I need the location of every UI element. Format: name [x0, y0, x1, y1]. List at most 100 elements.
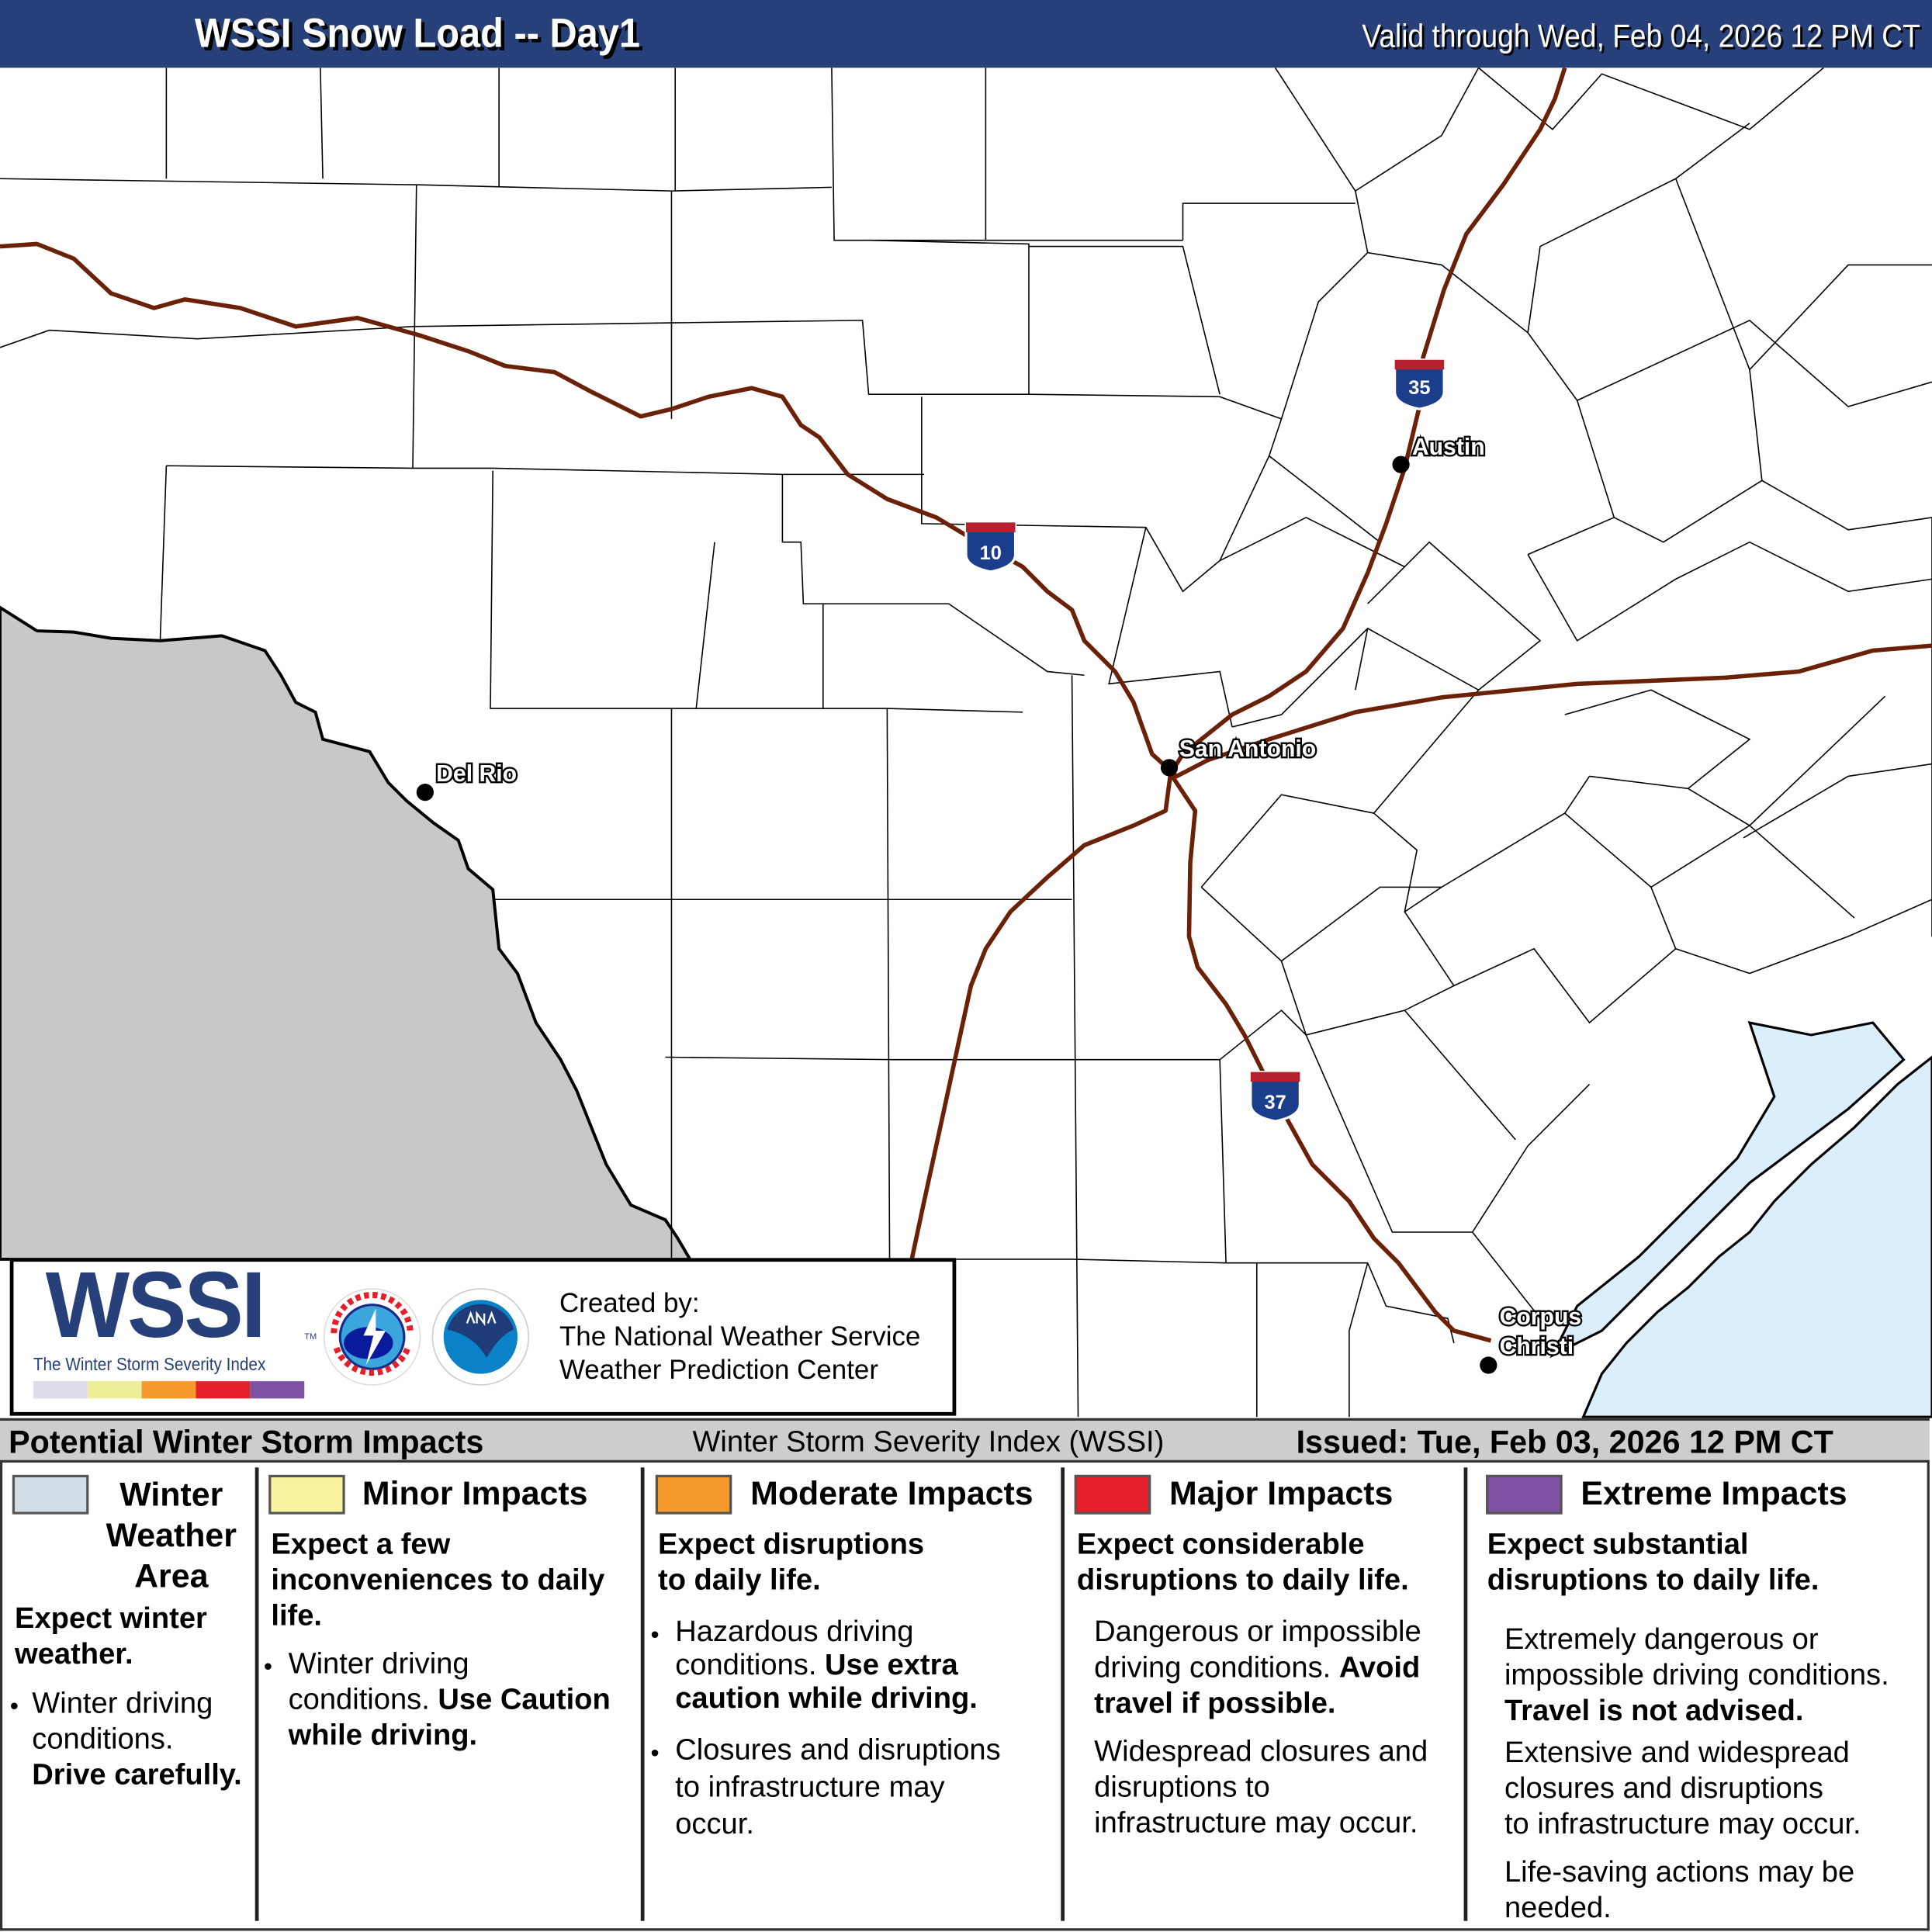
header: WSSI Snow Load -- Day1 Valid through Wed…	[0, 0, 1932, 68]
highway-shields: 35 10 37	[964, 358, 1446, 1123]
detail-line: while driving.	[288, 1719, 478, 1753]
summary-line: Expect considerable	[1076, 1528, 1365, 1562]
category-summary: Expect considerable disruptions to daily…	[1077, 1527, 1409, 1598]
detail-line: caution while driving.	[675, 1681, 978, 1716]
category-summary: Expect disruptions to daily life.	[658, 1527, 924, 1598]
detail-text: driving conditions.	[1094, 1650, 1339, 1684]
logo-box: WSSI TM The Winter Storm Severity Index …	[9, 1253, 957, 1416]
swatch-moderate	[655, 1474, 732, 1515]
ramp-swatch	[250, 1381, 305, 1399]
credits: Created by: The National Weather Service…	[559, 1286, 920, 1387]
detail-line: Hazardous driving	[675, 1615, 914, 1649]
category-title: Major Impacts	[1169, 1474, 1394, 1512]
category-summary: Expect winter weather.	[15, 1601, 207, 1672]
wssi-logo: WSSI	[45, 1253, 266, 1358]
swatch-extreme	[1486, 1474, 1563, 1515]
ramp-swatch	[141, 1381, 196, 1399]
detail-line: travel if possible.	[1094, 1686, 1336, 1720]
legend-heading: Potential Winter Storm Impacts	[9, 1423, 484, 1460]
city-label: Corpus	[1500, 1304, 1582, 1330]
detail-line: to infrastructure may	[675, 1770, 945, 1804]
detail-line: conditions.	[32, 1723, 174, 1756]
legend-major: Major Impacts Expect considerable disrup…	[1069, 1463, 1463, 1923]
summary-line: disruptions to daily life.	[1487, 1563, 1819, 1598]
city-label: Del Rio	[436, 761, 517, 787]
color-ramp	[33, 1381, 305, 1399]
detail-line: needed.	[1504, 1891, 1612, 1925]
ramp-swatch	[196, 1381, 251, 1399]
category-detail: Winter driving conditions. Use Caution w…	[289, 1646, 611, 1754]
summary-line: Expect a few	[271, 1528, 451, 1562]
column-divider	[254, 1467, 259, 1921]
category-detail: Winter driving conditions. Drive careful…	[32, 1685, 241, 1792]
category-detail: Extremely dangerous or impossible drivin…	[1504, 1622, 1889, 1729]
detail-line: Winter driving	[288, 1647, 469, 1681]
gulf-water	[1581, 1055, 1932, 1418]
category-detail: Life-saving actions may be needed.	[1504, 1854, 1854, 1926]
detail-emphasis: Avoid	[1338, 1650, 1421, 1684]
noaa-logo-icon	[431, 1288, 530, 1386]
wssi-subtitle: The Winter Storm Severity Index	[33, 1355, 266, 1376]
category-summary: Expect a few inconveniences to daily lif…	[271, 1527, 604, 1634]
title-line: Winter	[119, 1476, 223, 1514]
title-line: Weather	[106, 1516, 237, 1554]
column-divider	[1061, 1467, 1065, 1921]
city-marker	[1160, 759, 1179, 777]
bullet: •	[263, 1653, 272, 1681]
credit-nws: The National Weather Service	[559, 1321, 921, 1352]
detail-line: to infrastructure may occur.	[1504, 1807, 1861, 1841]
category-title: Minor Impacts	[362, 1474, 588, 1512]
map: 35 10 37 Del Rio San Antonio Austin Corp…	[0, 68, 1932, 1418]
detail-line: Travel is not advised.	[1504, 1694, 1804, 1728]
detail-emphasis: Use extra	[825, 1648, 958, 1682]
detail-text: conditions.	[675, 1648, 826, 1682]
city-marker	[1392, 455, 1410, 473]
swatch-major	[1074, 1474, 1151, 1515]
detail-line: Closures and disruptions	[675, 1733, 1001, 1768]
summary-line: inconveniences to daily	[271, 1563, 605, 1598]
category-detail: Dangerous or impossible driving conditio…	[1094, 1614, 1421, 1721]
shield-label: 10	[980, 542, 1002, 564]
map-title: WSSI Snow Load -- Day1	[194, 9, 640, 56]
detail-line: occur.	[675, 1807, 754, 1841]
summary-line: Expect substantial	[1487, 1528, 1749, 1562]
detail-line: impossible driving conditions.	[1504, 1658, 1889, 1692]
legend-title-bar: Potential Winter Storm Impacts Winter St…	[0, 1418, 1930, 1463]
summary-line: to daily life.	[657, 1563, 821, 1598]
bullet: •	[9, 1692, 19, 1720]
outside-area	[0, 605, 693, 1261]
detail-line: Drive carefully.	[32, 1758, 242, 1792]
impact-legend: Winter Weather Area Expect winter weathe…	[0, 1462, 1930, 1931]
summary-line: Expect disruptions	[657, 1528, 925, 1562]
legend-moderate: Moderate Impacts Expect disruptions to d…	[650, 1463, 1059, 1923]
category-detail: Extensive and widespread closures and di…	[1504, 1735, 1861, 1842]
interstate-shield: 37	[1249, 1070, 1301, 1123]
legend-winter-weather: Winter Weather Area Expect winter weathe…	[10, 1463, 254, 1923]
category-summary: Expect substantial disruptions to daily …	[1487, 1527, 1819, 1598]
detail-emphasis: Use Caution	[438, 1683, 611, 1717]
interstate-10	[0, 241, 1932, 779]
category-detail: Hazardous driving conditions. Use extra …	[675, 1615, 978, 1716]
summary-line: weather.	[15, 1637, 133, 1671]
detail-line: Dangerous or impossible	[1094, 1615, 1421, 1649]
city-marker	[1480, 1356, 1497, 1374]
interstate-35	[909, 68, 1567, 1260]
summary-line: disruptions to daily life.	[1076, 1563, 1409, 1598]
shield-label: 35	[1408, 377, 1430, 399]
category-title: Moderate Impacts	[750, 1474, 1034, 1512]
county-lines	[0, 68, 1932, 1418]
detail-line: Extremely dangerous or	[1504, 1622, 1819, 1657]
detail-line: disruptions to	[1094, 1770, 1270, 1804]
category-detail: Closures and disruptions to infrastructu…	[675, 1733, 1000, 1844]
created-by: Created by:	[559, 1287, 700, 1319]
legend-extreme: Extreme Impacts Expect substantial disru…	[1473, 1463, 1930, 1926]
city-label: San Antonio	[1179, 736, 1316, 762]
bullet: •	[650, 1740, 660, 1768]
summary-line: Expect winter	[15, 1601, 207, 1636]
cities: Del Rio San Antonio Austin Corpus Christ…	[416, 433, 1584, 1374]
city-label: Austin	[1412, 435, 1485, 460]
summary-line: life.	[271, 1599, 323, 1633]
nws-logo-icon	[323, 1288, 421, 1386]
valid-time: Valid through Wed, Feb 04, 2026 12 PM CT	[1361, 17, 1920, 54]
column-divider	[640, 1467, 645, 1921]
